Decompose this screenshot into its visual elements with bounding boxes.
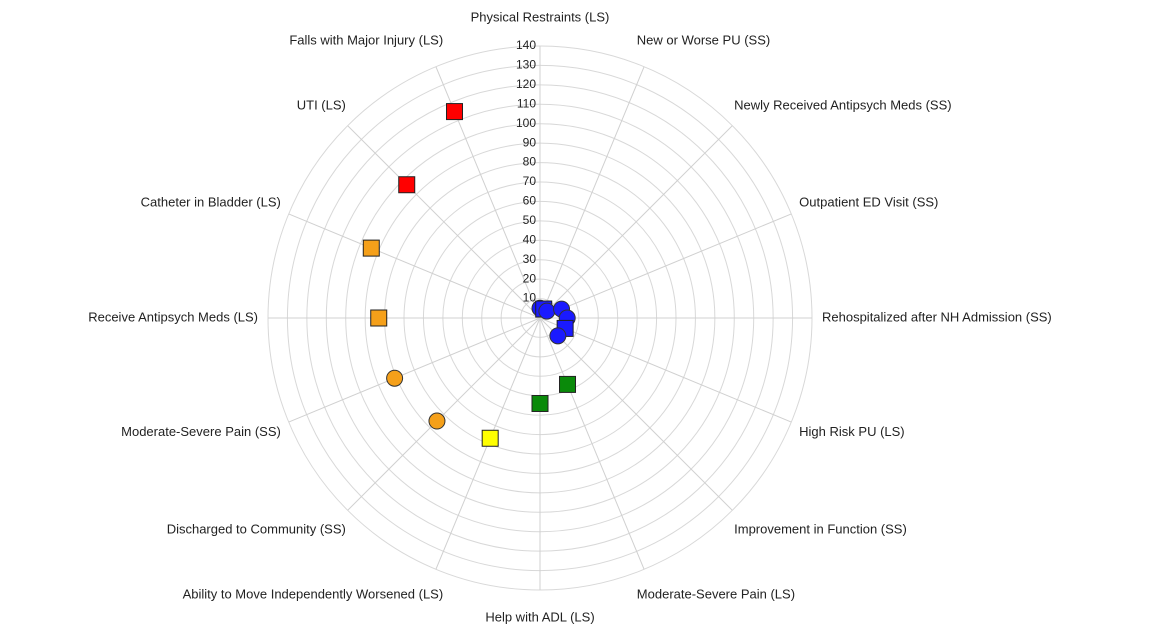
r-tick-label: 80 <box>523 155 537 169</box>
r-tick-label: 110 <box>517 96 536 110</box>
spoke <box>539 317 792 423</box>
marker <box>386 369 404 387</box>
spoke <box>347 125 541 319</box>
category-label: Falls with Major Injury (LS) <box>289 32 443 47</box>
spoke <box>539 125 733 319</box>
marker <box>398 176 416 194</box>
r-tick-label: 40 <box>523 232 537 246</box>
marker <box>362 239 380 257</box>
spoke <box>288 317 541 423</box>
marker <box>549 327 567 345</box>
r-tick-label: 120 <box>516 77 536 91</box>
r-tick-label: 100 <box>516 116 536 130</box>
spoke <box>539 66 645 319</box>
marker <box>531 394 549 412</box>
marker <box>370 309 388 327</box>
r-tick-label: 60 <box>523 194 537 208</box>
r-tick-label: 130 <box>516 58 536 72</box>
marker <box>428 412 446 430</box>
marker <box>538 302 556 320</box>
category-label: Outpatient ED Visit (SS) <box>799 195 938 210</box>
marker <box>559 375 577 393</box>
r-tick-label: 30 <box>523 252 537 266</box>
r-tick-label: 50 <box>523 213 537 227</box>
category-label: Moderate-Severe Pain (SS) <box>121 424 281 439</box>
spoke <box>539 317 733 511</box>
category-label: Receive Antipsych Meds (LS) <box>88 309 258 324</box>
r-tick-label: 140 <box>516 38 536 52</box>
spoke <box>539 213 792 319</box>
category-label: Catheter in Bladder (LS) <box>141 195 281 210</box>
r-tick-label: 20 <box>523 271 537 285</box>
category-label: Help with ADL (LS) <box>485 609 594 624</box>
category-label: Moderate-Severe Pain (LS) <box>637 587 795 602</box>
category-label: Discharged to Community (SS) <box>167 522 346 537</box>
r-tick-label: 70 <box>523 174 537 188</box>
spoke <box>539 317 645 570</box>
category-label: Ability to Move Independently Worsened (… <box>183 587 444 602</box>
category-label: UTI (LS) <box>297 97 346 112</box>
category-label: Improvement in Function (SS) <box>734 522 907 537</box>
r-tick-label: 90 <box>523 135 537 149</box>
category-label: New or Worse PU (SS) <box>637 32 770 47</box>
marker <box>481 429 499 447</box>
category-label: Newly Received Antipsych Meds (SS) <box>734 97 951 112</box>
spoke <box>288 213 541 319</box>
r-tick-label: 10 <box>523 291 537 305</box>
marker <box>445 103 463 121</box>
category-label: Rehospitalized after NH Admission (SS) <box>822 309 1052 324</box>
category-label: High Risk PU (LS) <box>799 424 904 439</box>
spoke <box>347 317 541 511</box>
category-label: Physical Restraints (LS) <box>471 9 610 24</box>
